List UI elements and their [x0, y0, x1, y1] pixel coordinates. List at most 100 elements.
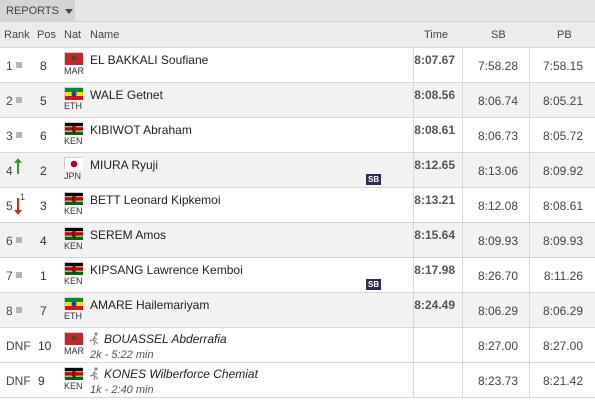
flag-icon: [64, 262, 83, 275]
season-best: 8:26.70: [477, 269, 518, 283]
position: 7: [40, 304, 47, 318]
rank-indicator: [16, 62, 22, 68]
table-row[interactable]: DNF 10 MAR BOUASSEL Abderrafia 2k - 5:22 min…: [0, 328, 595, 363]
rank: 3: [6, 129, 13, 143]
split-info: 1k - 2:40 min: [90, 384, 154, 396]
table-row[interactable]: 1 8 MAR EL BAKKALI Soufiane 8:07.67 7:58.28 7:…: [0, 48, 595, 83]
table-row[interactable]: 4 2 JPN MIURA Ryuji 8:12.65 SB 8:13.06 8:09.92: [0, 153, 595, 188]
divider: [529, 223, 530, 257]
reports-dropdown[interactable]: REPORTS: [0, 0, 75, 22]
divider: [529, 258, 530, 292]
divider: [529, 118, 530, 152]
athlete-name[interactable]: SEREM Amos: [90, 228, 167, 242]
col-pb[interactable]: PB: [557, 29, 572, 41]
rank: 2: [6, 94, 13, 108]
divider: [462, 48, 463, 82]
table-row[interactable]: 5 1 3 KEN BETT Leonard Kipkemoi 8:13.21 8:12.0…: [0, 188, 595, 223]
divider: [462, 293, 463, 327]
rank-down-arrow-icon: [14, 198, 22, 215]
personal-best: 7:58.15: [542, 59, 583, 73]
col-sb[interactable]: SB: [491, 29, 506, 41]
athlete-name[interactable]: KIBIWOT Abraham: [90, 123, 192, 137]
position: 6: [40, 129, 47, 143]
table-row[interactable]: 8 7 ETH AMARE Hailemariyam 8:24.49 8:06.29 8:0…: [0, 293, 595, 328]
nation-code: KEN: [64, 381, 83, 391]
table-row[interactable]: DNF 9 KEN KONES Wilberforce Chemiat 1k - 2:4…: [0, 363, 595, 398]
athlete-name[interactable]: MIURA Ryuji: [90, 158, 159, 172]
col-rank[interactable]: Rank: [4, 29, 30, 41]
season-best: 8:09.93: [477, 234, 518, 248]
athlete-name[interactable]: BOUASSEL Abderrafia: [104, 332, 227, 346]
col-nat[interactable]: Nat: [64, 29, 82, 41]
athlete-name[interactable]: EL BAKKALI Soufiane: [90, 53, 209, 67]
divider: [462, 118, 463, 152]
rank-indicator: [16, 132, 22, 138]
season-best: 8:23.73: [477, 374, 518, 388]
personal-best: 8:06.29: [542, 304, 583, 318]
flag-icon: [64, 52, 83, 65]
runner-icon: [89, 367, 101, 381]
col-name[interactable]: Name: [90, 29, 120, 41]
results-table: 1 8 MAR EL BAKKALI Soufiane 8:07.67 7:58.28 7:…: [0, 48, 595, 398]
result-time: 8:12.65: [414, 158, 455, 172]
athlete-name[interactable]: WALE Getnet: [90, 88, 163, 102]
result-time: 8:13.21: [414, 193, 455, 207]
nation-code: MAR: [64, 66, 84, 76]
athlete-name[interactable]: AMARE Hailemariyam: [90, 298, 210, 312]
season-best: 8:06.29: [477, 304, 518, 318]
result-time: 8:07.67: [414, 53, 455, 67]
flag-icon: [64, 227, 83, 240]
divider: [462, 188, 463, 222]
season-best: 7:58.28: [477, 59, 518, 73]
divider: [413, 258, 414, 292]
divider: [529, 48, 530, 82]
result-time: 8:08.56: [414, 88, 455, 102]
divider: [462, 363, 463, 397]
nation-code: KEN: [64, 241, 83, 251]
divider: [413, 223, 414, 257]
col-time[interactable]: Time: [424, 29, 449, 41]
rank: 4: [6, 164, 13, 178]
flag-icon: [64, 332, 83, 345]
rank: DNF: [6, 339, 31, 353]
divider: [413, 188, 414, 222]
divider: [529, 293, 530, 327]
divider: [413, 328, 414, 362]
athlete-name[interactable]: BETT Leonard Kipkemoi: [90, 193, 221, 207]
divider: [462, 328, 463, 362]
col-pos[interactable]: Pos: [37, 29, 56, 41]
personal-best: 8:05.21: [542, 94, 583, 108]
result-time: 8:08.61: [414, 123, 455, 137]
rank: 1: [6, 59, 13, 73]
nation-code: ETH: [64, 101, 82, 111]
sb-badge: SB: [366, 279, 382, 290]
split-info: 2k - 5:22 min: [90, 349, 154, 361]
divider: [413, 83, 414, 117]
runner-icon: [89, 332, 101, 346]
divider: [413, 153, 414, 187]
reports-label: REPORTS: [6, 5, 59, 17]
divider: [529, 83, 530, 117]
position: 1: [40, 269, 47, 283]
result-time: 8:17.98: [414, 263, 455, 277]
position: 3: [40, 199, 47, 213]
divider: [529, 363, 530, 397]
table-row[interactable]: 3 6 KEN KIBIWOT Abraham 8:08.61 8:06.73 8:05.7…: [0, 118, 595, 153]
table-row[interactable]: 6 4 KEN SEREM Amos 8:15.64 8:09.93 8:09.93: [0, 223, 595, 258]
athlete-name[interactable]: KIPSANG Lawrence Kemboi: [90, 263, 243, 277]
nation-code: KEN: [64, 206, 83, 216]
flag-icon: [64, 87, 83, 100]
rank-change: 1: [20, 192, 26, 202]
result-time: 8:24.49: [414, 298, 455, 312]
personal-best: 8:21.42: [542, 374, 583, 388]
results-header: Rank Pos Nat Name Time SB PB: [0, 22, 595, 48]
athlete-name[interactable]: KONES Wilberforce Chemiat: [104, 367, 258, 381]
divider: [462, 258, 463, 292]
table-row[interactable]: 7 1 KEN KIPSANG Lawrence Kemboi 8:17.98 SB 8:2…: [0, 258, 595, 293]
season-best: 8:06.74: [477, 94, 518, 108]
table-row[interactable]: 2 5 ETH WALE Getnet 8:08.56 8:06.74 8:05.21: [0, 83, 595, 118]
toolbar: REPORTS: [0, 0, 595, 22]
position: 9: [38, 374, 45, 388]
rank: DNF: [6, 374, 31, 388]
season-best: 8:27.00: [477, 339, 518, 353]
